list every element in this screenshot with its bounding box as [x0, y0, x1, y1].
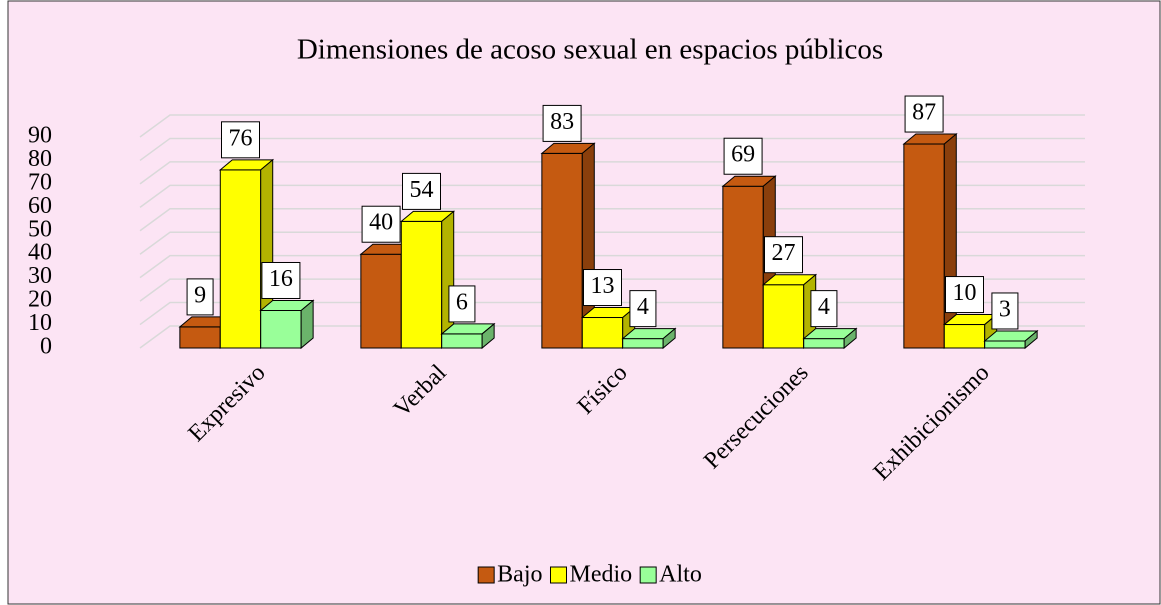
data-label: 4: [637, 294, 649, 320]
data-label: 76: [229, 125, 253, 151]
data-label-box: [723, 137, 763, 175]
y-tick-label: 50: [28, 216, 52, 242]
y-tick-label: 0: [40, 334, 52, 360]
bar-front: [400, 220, 443, 349]
y-tick-label: 10: [28, 310, 52, 336]
data-label-box: [361, 205, 401, 243]
bar: [621, 327, 677, 350]
data-label-box: [904, 95, 944, 133]
data-label-box: [221, 121, 260, 159]
data-label-box: [810, 290, 838, 328]
data-label: 87: [912, 100, 936, 126]
bar-front: [260, 309, 302, 349]
bar: [440, 322, 496, 350]
legend-swatch: [477, 566, 495, 584]
bar-side: [843, 327, 857, 350]
data-label: 69: [731, 142, 755, 168]
data-label: 16: [269, 266, 293, 292]
data-label: 54: [410, 177, 434, 203]
bar-side: [662, 327, 676, 350]
legend-label: Medio: [569, 562, 632, 588]
data-label-box: [448, 285, 476, 323]
bar-front: [441, 333, 483, 349]
legend-label: Bajo: [497, 562, 542, 588]
bar: [399, 210, 456, 350]
bar-front: [219, 169, 262, 349]
bar-front: [903, 143, 945, 349]
bar: [902, 132, 958, 350]
grid-line: [139, 137, 1085, 162]
grid-line: [139, 161, 1085, 185]
data-label-box: [402, 172, 441, 210]
data-label-box: [261, 261, 301, 299]
bar-side: [481, 322, 495, 350]
y-tick-label: 40: [28, 240, 52, 266]
bar-front: [803, 338, 845, 349]
data-label-box: [764, 236, 803, 274]
y-tick-label: 30: [28, 263, 52, 289]
data-label-box: [991, 292, 1019, 330]
data-label: 27: [772, 240, 796, 266]
data-label: 4: [818, 294, 830, 320]
y-tick-label: 90: [28, 123, 52, 149]
bar-front: [943, 324, 986, 349]
data-label: 3: [999, 296, 1011, 322]
bar-front: [581, 317, 624, 349]
y-tick-label: 60: [28, 193, 52, 219]
y-tick-label: 20: [28, 287, 52, 313]
legend-swatch: [549, 566, 567, 584]
data-label: 83: [550, 109, 574, 135]
data-label: 6: [456, 289, 468, 315]
bar: [359, 243, 415, 350]
bar-front: [541, 152, 583, 349]
bar: [761, 273, 818, 350]
data-label: 9: [194, 282, 206, 308]
grid-line: [139, 208, 1085, 232]
legend-label: Alto: [659, 562, 702, 588]
bar-front: [762, 284, 805, 349]
chart-title: Dimensiones de acoso sexual en espacios …: [297, 34, 883, 66]
data-label-box: [629, 290, 657, 328]
bar: [218, 158, 275, 350]
data-label-box: [186, 278, 214, 316]
data-label-box: [945, 276, 984, 314]
data-label: 10: [953, 280, 977, 306]
legend-swatch: [639, 566, 657, 584]
y-tick-label: 80: [28, 146, 52, 172]
data-label-box: [542, 104, 582, 142]
y-tick-label: 70: [28, 169, 52, 195]
bar-side: [1024, 329, 1038, 350]
data-label: 40: [369, 210, 393, 236]
data-label-box: [583, 269, 622, 307]
bar: [983, 329, 1039, 350]
bar: [540, 142, 596, 350]
grid-line: [139, 184, 1085, 208]
bar-front: [622, 338, 664, 349]
grid-line: [139, 231, 1085, 255]
bar-side: [300, 299, 314, 350]
bar-front: [722, 185, 764, 349]
bar-front: [984, 340, 1026, 349]
bar: [259, 299, 315, 350]
grid-line: [139, 114, 1085, 138]
bar-front: [179, 326, 221, 349]
bar-front: [360, 253, 402, 349]
data-label: 13: [591, 273, 615, 299]
bar: [802, 327, 858, 350]
